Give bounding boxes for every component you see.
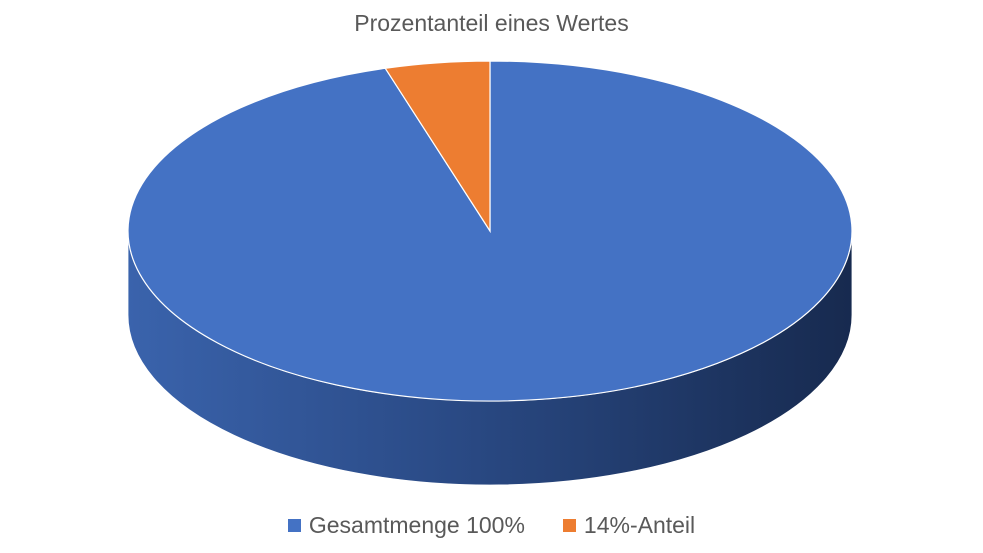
legend-entry-gesamtmenge: Gesamtmenge 100%	[287, 512, 525, 539]
chart-title: Prozentanteil eines Wertes	[354, 10, 629, 36]
legend-entry-anteil: 14%-Anteil	[562, 512, 696, 539]
legend: Gesamtmenge 100% 14%-Anteil	[0, 512, 983, 539]
pie-top-layer	[127, 60, 853, 402]
legend-label-gesamtmenge: Gesamtmenge 100%	[308, 512, 525, 538]
pie-slice-1	[384, 60, 491, 234]
legend-label-anteil: 14%-Anteil	[583, 512, 696, 538]
legend-swatch-gesamtmenge	[287, 519, 301, 532]
legend-swatch-anteil	[562, 519, 576, 532]
